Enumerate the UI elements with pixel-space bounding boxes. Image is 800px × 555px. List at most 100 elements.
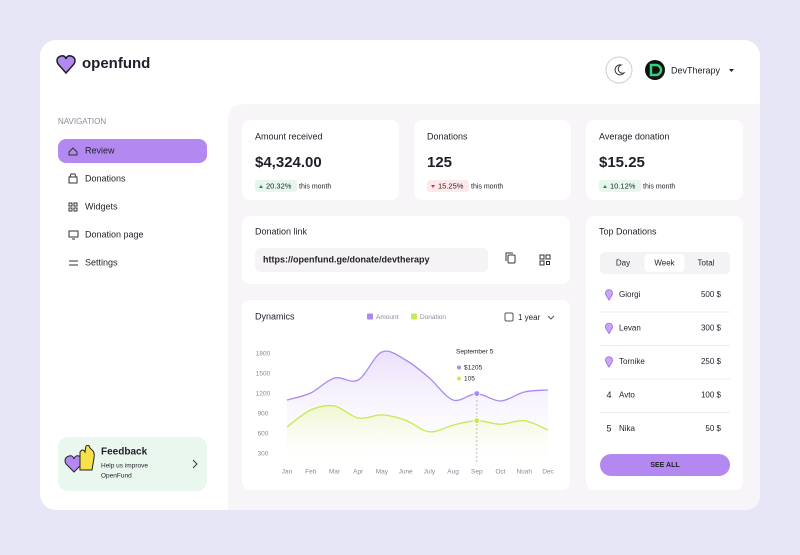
card-title: Donation link: [255, 226, 308, 236]
line: [286, 404, 549, 433]
avatar-logo: [649, 63, 663, 77]
feedback-title: Feedback: [101, 447, 148, 458]
trend-arrow: [259, 185, 263, 188]
period: this month: [299, 183, 331, 190]
tab[interactable]: Total: [698, 259, 715, 268]
tab-active: [644, 254, 685, 272]
shape: [505, 252, 513, 261]
feedback-hand: [79, 444, 95, 471]
nav-item[interactable]: Settings: [85, 257, 118, 267]
legend-swatch: [367, 313, 373, 320]
feedback-text: Help us improve: [101, 463, 148, 470]
tooltip-value: $1205: [464, 365, 482, 372]
chevron: [192, 459, 198, 469]
shape: [546, 261, 550, 265]
y-tick-label: 1800: [256, 351, 271, 358]
nav-item[interactable]: Donation page: [85, 229, 144, 239]
x-tick-label: Apr: [353, 469, 364, 476]
y-tick-label: 900: [258, 411, 269, 418]
stat-label: Amount received: [255, 131, 323, 141]
legend-swatch: [411, 313, 417, 320]
stats: Amount received $4,324.00 20.32% this month…: [242, 120, 743, 200]
y-tick-label: 1200: [256, 391, 271, 398]
nav-item[interactable]: Review: [85, 145, 115, 155]
chevron: [547, 315, 555, 320]
x-tick-label: Mar: [329, 469, 341, 476]
chart-title: Dynamics: [255, 311, 295, 321]
badge-value: 20.32%: [266, 181, 292, 190]
theme-toggle[interactable]: [605, 56, 633, 84]
medal: [605, 356, 613, 368]
feedback-text: OpenFund: [101, 473, 132, 480]
donor-amount: 250 $: [701, 357, 722, 366]
nav-icon: [68, 230, 79, 240]
nav-icon: [68, 202, 78, 212]
shape: [539, 260, 545, 266]
period[interactable]: 1 year: [518, 313, 541, 322]
x-tick-label: July: [424, 469, 436, 476]
donor-amount: 500 $: [701, 290, 722, 299]
point: [473, 417, 481, 425]
area: [287, 405, 548, 460]
medal: [605, 289, 613, 301]
feedback-card[interactable]: [58, 437, 207, 491]
logo: [56, 55, 76, 75]
badge-value: 10.12%: [610, 181, 636, 190]
nav-title: NAVIGATION: [58, 117, 106, 126]
see-all-button[interactable]: [600, 454, 730, 476]
card-title: Top Donations: [599, 226, 657, 236]
qr-icon[interactable]: [539, 254, 551, 266]
stat-value: $4,324.00: [255, 154, 322, 171]
tooltip-value: 105: [464, 376, 475, 383]
x-tick-label: Sep: [471, 469, 483, 476]
shape: [545, 254, 551, 260]
tooltip-title: September 5: [456, 349, 494, 356]
tab[interactable]: Week: [654, 259, 675, 268]
shape: [539, 254, 545, 260]
nav-item[interactable]: Widgets: [85, 201, 118, 211]
y-tick-label: 1500: [256, 371, 271, 378]
brand: openfund: [82, 55, 150, 72]
nav-icon: [68, 147, 78, 156]
stat-value: 125: [427, 154, 452, 171]
stat-label: Average donation: [599, 131, 669, 141]
x-tick-label: Oct: [495, 469, 505, 476]
y-tick-label: 600: [258, 431, 269, 438]
nav-item[interactable]: Donations: [85, 173, 126, 183]
badge: [255, 180, 297, 192]
donor-amount: 100 $: [701, 391, 722, 400]
rank: 4: [606, 390, 611, 400]
tooltip-dot: [457, 365, 461, 370]
rank: 5: [606, 423, 611, 433]
tooltip: [450, 344, 512, 386]
copy-icon[interactable]: [505, 252, 516, 264]
legend-label: Donation: [420, 314, 446, 321]
x-tick-label: Aug: [447, 469, 459, 476]
nav-active: [58, 139, 207, 163]
donor-name: Avto: [619, 391, 635, 400]
donor-name: Levan: [619, 324, 641, 333]
card: [586, 216, 743, 490]
medal: [605, 322, 613, 335]
stat-label: Donations: [427, 131, 468, 141]
x-tick-label: Noah: [516, 469, 532, 476]
chart: 300 600 900 1200 1500 1800 Jan Feb Mar Apr May June…: [256, 313, 555, 476]
donor-name: Nika: [619, 424, 636, 433]
link-url: https://openfund.ge/donate/devtherapy: [263, 254, 430, 264]
legend-label: Amount: [376, 314, 399, 321]
badge-value: 15.25%: [438, 181, 464, 190]
donor-amount: 50 $: [705, 424, 721, 433]
tab[interactable]: Day: [616, 259, 630, 268]
link-field[interactable]: [255, 248, 488, 272]
point: [473, 390, 481, 398]
moon-icon: [614, 64, 626, 76]
caret: [729, 69, 734, 72]
user-name[interactable]: DevTherapy: [671, 65, 721, 75]
calendar-icon: [504, 312, 514, 322]
x-tick-label: Dec: [542, 469, 554, 476]
stat-value: $15.25: [599, 154, 645, 171]
nav-icon: [69, 260, 78, 266]
shape: [507, 254, 516, 264]
nav: Review Donations Widgets Donation page Setti…: [68, 145, 144, 267]
